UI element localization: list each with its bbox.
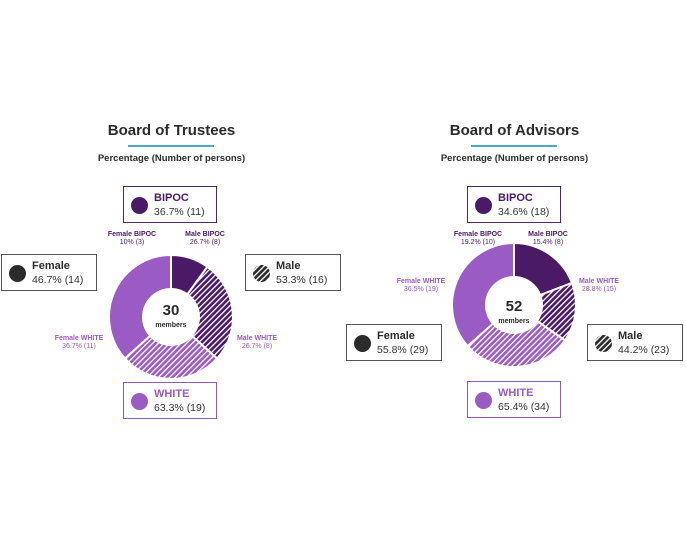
legend-value: 34.6% (18)	[498, 206, 550, 218]
slice-female-white	[451, 241, 515, 348]
legend-box-white: WHITE 65.4% (34)	[467, 381, 561, 418]
slice-male-bipoc	[169, 265, 234, 360]
title-underline	[471, 145, 557, 147]
legend-box-female: Female 46.7% (14)	[1, 254, 97, 291]
slice-label-value: 26.7% (8)	[189, 239, 221, 246]
advisors-donut: 52 members	[451, 241, 577, 368]
slice-label-female-bipoc: Female BIPOC 10% (3)	[101, 231, 163, 247]
legend-box-bipoc: BIPOC 36.7% (11)	[123, 186, 217, 223]
male-swatch	[253, 265, 270, 282]
slice-male-bipoc	[511, 281, 577, 342]
bipoc-swatch	[475, 197, 492, 214]
slice-male-white	[466, 303, 567, 368]
slice-label-name: Female BIPOC	[107, 231, 157, 238]
bipoc-swatch	[131, 197, 148, 214]
advisors-panel: Board of Advisors Percentage (Number of …	[343, 0, 686, 542]
legend-box-white: WHITE 63.3% (19)	[123, 382, 217, 419]
legend-name: WHITE	[154, 388, 190, 400]
legend-name: Female	[32, 260, 70, 272]
legend-value: 55.8% (29)	[377, 344, 429, 356]
slice-label-value: 15.4% (8)	[532, 239, 564, 246]
slice-label-value: 26.7% (8)	[241, 343, 273, 350]
chart-title: Board of Trustees	[107, 122, 236, 139]
slice-label-female-white: Female WHITE 36.7% (11)	[48, 335, 110, 351]
female-swatch	[9, 265, 26, 282]
legend-name: BIPOC	[498, 192, 533, 204]
chart-title: Board of Advisors	[449, 122, 580, 139]
male-swatch	[595, 335, 612, 352]
legend-value: 63.3% (19)	[154, 402, 206, 414]
legend-box-male: Male 44.2% (23)	[587, 324, 683, 361]
legend-value: 46.7% (14)	[32, 274, 84, 286]
slice-female-white	[108, 253, 172, 360]
slice-label-name: Male BIPOC	[185, 231, 225, 238]
slice-label-male-white: Male WHITE 26.7% (8)	[226, 335, 288, 351]
legend-name: WHITE	[498, 387, 534, 399]
slice-label-value: 28.8% (15)	[581, 286, 617, 293]
legend-value: 36.7% (11)	[154, 206, 205, 218]
legend-box-female: Female 55.8% (29)	[346, 324, 442, 361]
slice-label-male-bipoc: Male BIPOC 15.4% (8)	[517, 231, 579, 247]
slice-label-male-bipoc: Male BIPOC 26.7% (8)	[174, 231, 236, 247]
slice-label-name: Female WHITE	[54, 335, 104, 342]
center-label: members	[155, 322, 186, 329]
trustees-donut: 30 members	[108, 253, 234, 380]
slice-label-value: 36.7% (11)	[62, 343, 96, 350]
female-swatch	[354, 335, 371, 352]
slice-label-female-bipoc: Female BIPOC 19.2% (10)	[443, 231, 513, 247]
center-label: members	[498, 318, 529, 325]
chart-subtitle: Percentage (Number of persons)	[97, 153, 246, 164]
trustees-panel: Board of Trustees Percentage (Number of …	[1, 122, 341, 419]
slice-label-name: Female BIPOC	[453, 231, 503, 238]
donut-hole	[485, 276, 543, 334]
slice-label-male-white: Male WHITE 28.8% (15)	[567, 278, 631, 294]
slice-label-name: Male WHITE	[236, 335, 278, 342]
slice-label-value: 36.5% (19)	[403, 286, 439, 293]
center-count: 30	[163, 302, 180, 319]
slice-label-name: Female WHITE	[396, 278, 446, 285]
legend-value: 65.4% (34)	[498, 401, 550, 413]
legend-value: 53.3% (16)	[276, 274, 328, 286]
legend-name: Male	[276, 260, 301, 272]
legend-name: BIPOC	[154, 192, 189, 204]
legend-box-male: Male 53.3% (16)	[245, 254, 341, 291]
slice-label-value: 10% (3)	[119, 239, 145, 246]
slice-label-name: Male WHITE	[578, 278, 620, 285]
legend-box-bipoc: BIPOC 34.6% (18)	[467, 186, 561, 223]
slice-label-name: Male BIPOC	[528, 231, 568, 238]
legend-name: Male	[618, 330, 643, 342]
center-count: 52	[506, 298, 523, 315]
title-underline	[128, 145, 214, 147]
legend-name: Female	[377, 330, 415, 342]
slice-label-female-white: Female WHITE 36.5% (19)	[389, 278, 453, 294]
chart-subtitle: Percentage (Number of persons)	[440, 153, 589, 164]
white-swatch	[131, 393, 148, 410]
white-swatch	[475, 392, 492, 409]
donut-hole	[142, 288, 200, 346]
slice-label-value: 19.2% (10)	[460, 239, 496, 246]
legend-value: 44.2% (23)	[618, 344, 670, 356]
slice-male-white	[123, 315, 219, 380]
